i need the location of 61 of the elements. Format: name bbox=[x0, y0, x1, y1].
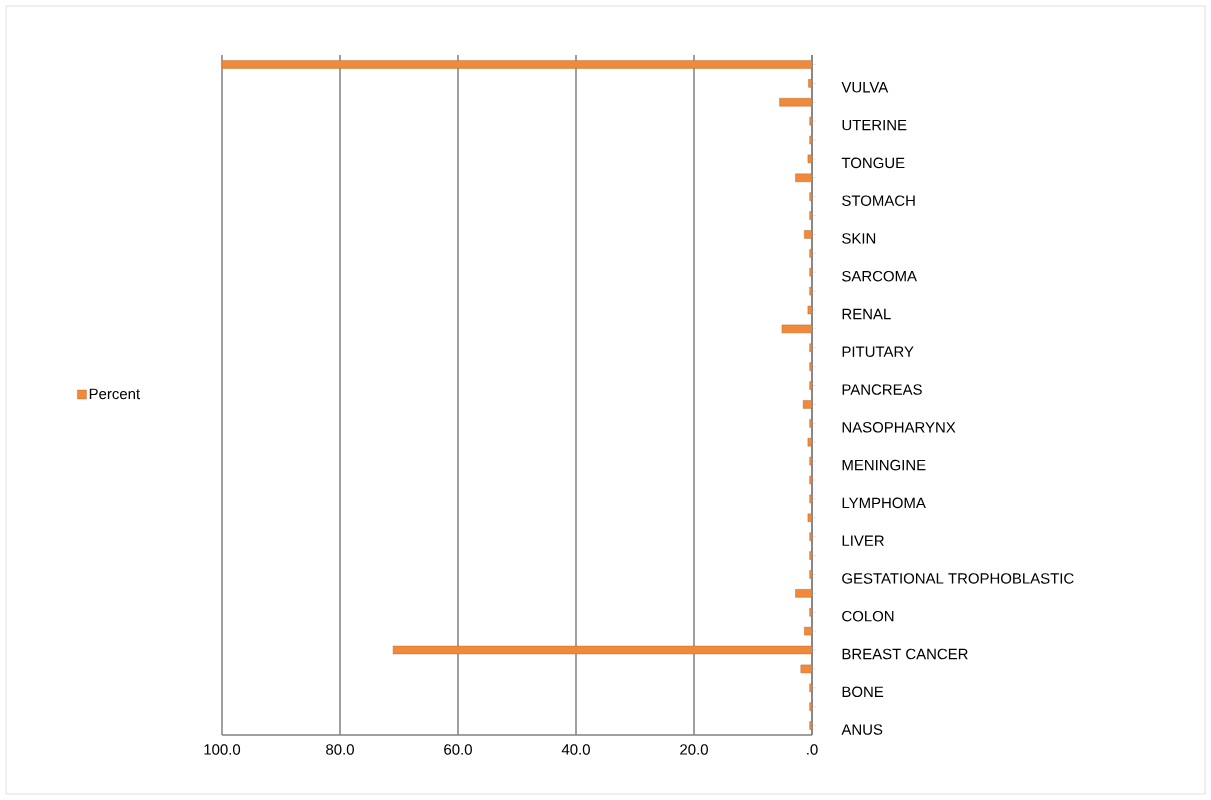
y-tick-label: RENAL bbox=[842, 308, 891, 320]
y-tick-label: GESTATIONAL TROPHOBLASTIC bbox=[842, 573, 1074, 584]
bar bbox=[809, 135, 812, 145]
bar bbox=[809, 456, 812, 466]
y-tick-label: NASOPHARYNX bbox=[842, 422, 956, 433]
bar bbox=[781, 324, 812, 334]
y-tick-label: VULVA bbox=[841, 82, 889, 93]
bar bbox=[808, 79, 812, 88]
bar bbox=[809, 249, 812, 258]
x-tick-label: 80.0 bbox=[326, 744, 354, 755]
bar bbox=[804, 230, 812, 239]
bar bbox=[804, 626, 812, 636]
bar bbox=[809, 683, 812, 692]
y-tick-label: COLON bbox=[842, 610, 894, 622]
bar bbox=[809, 116, 812, 126]
bar bbox=[809, 268, 812, 277]
bar bbox=[807, 438, 812, 447]
bar bbox=[809, 570, 812, 579]
y-tick-label: SARCOMA bbox=[842, 270, 917, 282]
y-tick-label: LYMPHOMA bbox=[842, 497, 926, 509]
bar bbox=[779, 98, 812, 107]
y-tick-label: ANUS bbox=[841, 724, 883, 735]
x-tick-label: 40.0 bbox=[561, 744, 590, 755]
bar bbox=[809, 551, 812, 560]
bar bbox=[802, 400, 812, 409]
bar bbox=[809, 381, 812, 390]
y-tick-label: PITUTARY bbox=[842, 346, 914, 357]
y-tick-label: MENINGINE bbox=[842, 459, 926, 471]
y-tick-label: LIVER bbox=[842, 535, 884, 546]
bar bbox=[807, 513, 812, 522]
bar bbox=[795, 173, 812, 182]
y-tick-label: TONGUE bbox=[841, 157, 905, 169]
y-tick-label: PANCREAS bbox=[842, 384, 922, 395]
bar bbox=[809, 494, 812, 504]
x-tick-label: .0 bbox=[807, 744, 818, 755]
y-tick-label: SKIN bbox=[842, 233, 876, 244]
bar bbox=[809, 419, 812, 428]
x-tick-label: 100.0 bbox=[204, 744, 241, 755]
y-tick-label: BONE bbox=[842, 686, 884, 698]
bar bbox=[809, 608, 812, 617]
bar bbox=[809, 343, 812, 352]
bar bbox=[809, 702, 812, 711]
bar bbox=[809, 192, 812, 201]
legend-label: Percent bbox=[89, 388, 140, 400]
x-tick-label: 60.0 bbox=[444, 744, 472, 755]
bar bbox=[221, 60, 812, 69]
bar bbox=[800, 664, 812, 674]
x-tick-label: 20.0 bbox=[680, 744, 708, 755]
bar bbox=[809, 211, 812, 220]
bar bbox=[795, 589, 812, 598]
bar bbox=[809, 475, 812, 485]
bar bbox=[809, 532, 812, 541]
y-tick-label: BREAST CANCER bbox=[842, 648, 968, 660]
bar bbox=[392, 645, 812, 655]
bar bbox=[809, 721, 812, 730]
y-tick-label: STOMACH bbox=[842, 195, 915, 206]
bar bbox=[807, 154, 812, 164]
bar bbox=[809, 286, 812, 296]
y-tick-label: UTERINE bbox=[842, 119, 907, 131]
bar bbox=[809, 362, 812, 371]
bar bbox=[807, 305, 812, 315]
